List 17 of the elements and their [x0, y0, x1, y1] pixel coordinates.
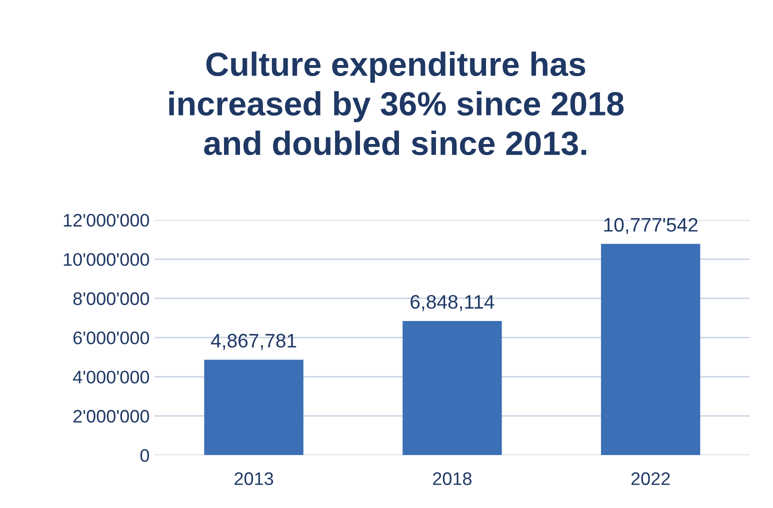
x-tick-label: 2018	[433, 472, 472, 486]
bar	[204, 360, 304, 456]
y-tick-label: 0	[140, 449, 150, 462]
data-label: 4,867,781	[211, 334, 296, 350]
y-tick-label: 12'000'000	[64, 214, 150, 227]
y-tick-label: 2'000'000	[73, 410, 150, 423]
y-tick-label: 10'000'000	[64, 253, 150, 266]
data-label: 6,848,114	[410, 294, 494, 312]
bar	[402, 320, 502, 456]
bar	[601, 244, 700, 456]
y-tick-label: 6'000'000	[73, 332, 150, 344]
x-tick-label: 2022	[631, 472, 670, 486]
y-tick-label: 4'000'000	[72, 370, 150, 384]
chart-title: Culture expenditure has increased by 36% since 2018 and doubled since 2013.	[169, 52, 624, 156]
y-tick-label: 8'000'000	[73, 292, 150, 306]
x-tick-label: 2013	[234, 472, 274, 486]
data-label: 10,777'542	[604, 218, 698, 234]
